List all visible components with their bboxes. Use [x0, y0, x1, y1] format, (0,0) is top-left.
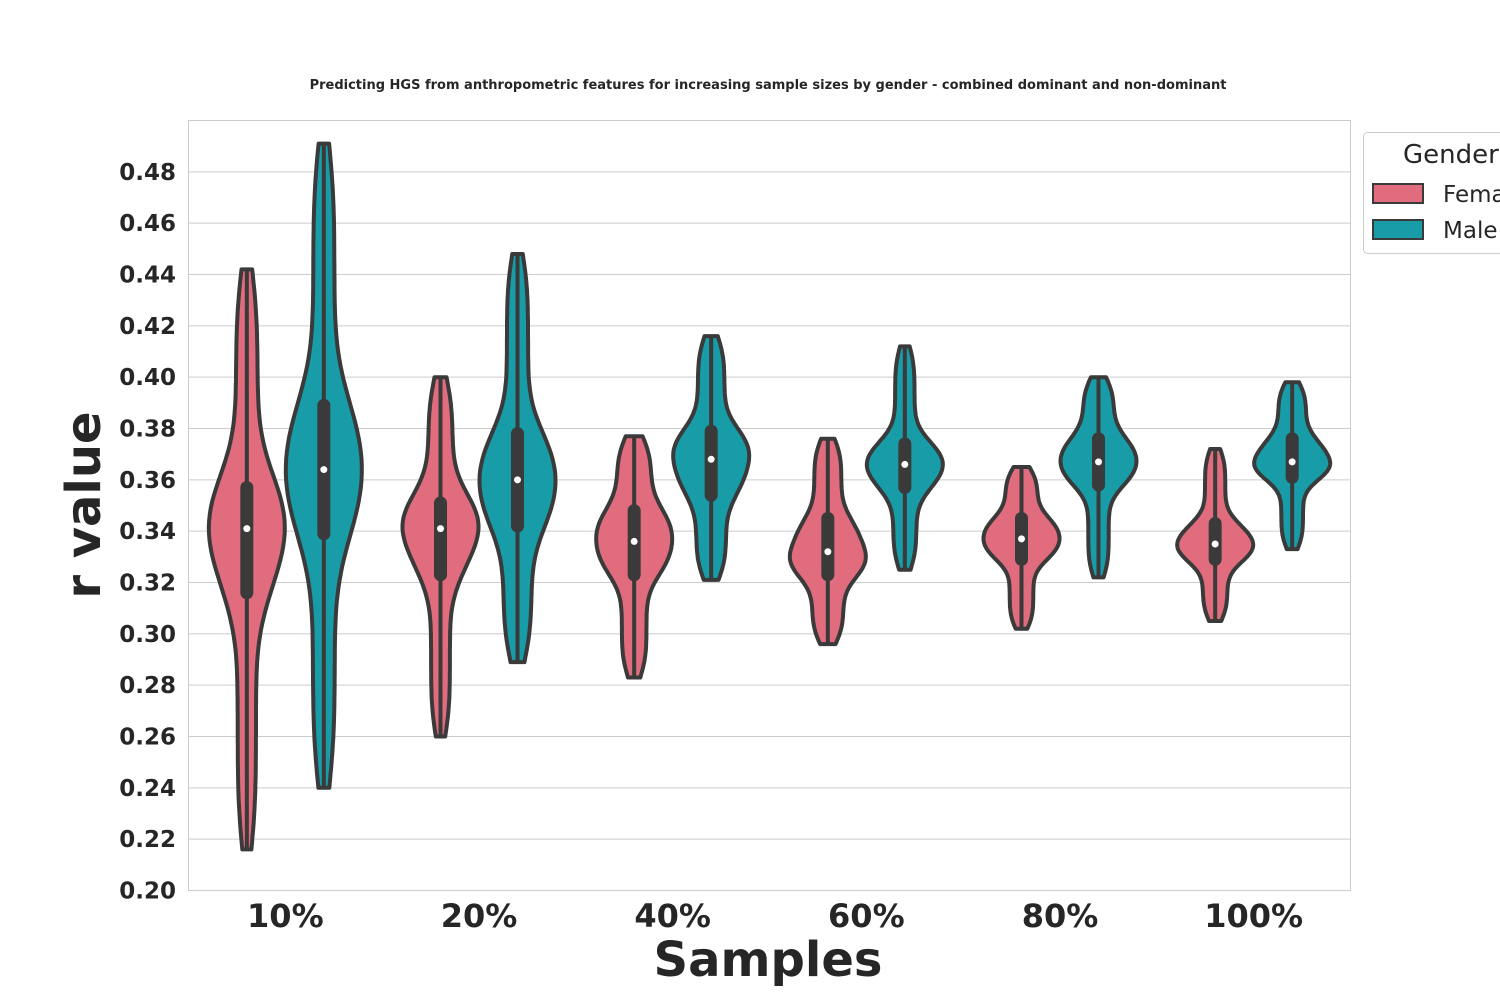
x-tick-label: 10%: [247, 897, 324, 935]
gridlines: [188, 171, 1351, 840]
median-point: [1288, 458, 1296, 466]
plot-area: [188, 120, 1351, 891]
median-point: [243, 525, 251, 533]
x-tick-label: 100%: [1204, 897, 1303, 935]
y-tick-label: 0.36: [119, 468, 176, 494]
median-point: [901, 460, 909, 468]
median-point: [630, 537, 638, 545]
chart-title: Predicting HGS from anthropometric featu…: [310, 78, 1227, 93]
median-point: [320, 466, 328, 474]
legend: Gender Female Male: [1363, 132, 1500, 254]
y-tick-label: 0.40: [119, 365, 176, 391]
median-point: [437, 525, 444, 533]
y-tick-label: 0.46: [119, 211, 176, 237]
x-tick-labels: 10% 20% 40% 60% 80% 100%: [247, 897, 1303, 935]
median-point: [707, 455, 715, 463]
y-tick-label: 0.38: [119, 417, 176, 443]
legend-title: Gender: [1403, 140, 1499, 170]
x-tick-label: 80%: [1022, 897, 1099, 935]
legend-swatch-male: [1372, 219, 1424, 240]
median-point: [824, 548, 832, 556]
y-tick-label: 0.22: [119, 827, 176, 853]
y-tick-label: 0.44: [119, 263, 176, 289]
legend-label-male: Male: [1443, 218, 1497, 244]
y-tick-labels: 0.20 0.22 0.24 0.26 0.28 0.30 0.32 0.34 0.36 0.38…: [119, 160, 176, 905]
median-point: [1018, 535, 1025, 543]
legend-label-female: Female: [1443, 182, 1500, 208]
violins: [206, 141, 1333, 852]
x-tick-label: 60%: [828, 897, 905, 935]
y-tick-label: 0.30: [119, 622, 176, 648]
x-tick-label: 20%: [441, 897, 518, 935]
y-tick-label: 0.34: [119, 519, 176, 545]
y-tick-label: 0.48: [119, 160, 176, 186]
y-axis-label: r value: [56, 411, 112, 598]
median-point: [1095, 458, 1102, 466]
y-tick-label: 0.26: [119, 725, 176, 751]
x-tick-label: 40%: [634, 897, 711, 935]
y-tick-label: 0.28: [119, 673, 176, 699]
legend-swatch-female: [1372, 183, 1424, 204]
y-tick-label: 0.32: [119, 571, 176, 597]
y-tick-label: 0.42: [119, 314, 176, 340]
y-tick-label: 0.24: [119, 776, 176, 802]
median-point: [1211, 540, 1219, 548]
y-tick-label: 0.20: [119, 879, 176, 905]
median-point: [514, 476, 521, 484]
x-axis-label: Samples: [654, 932, 883, 988]
